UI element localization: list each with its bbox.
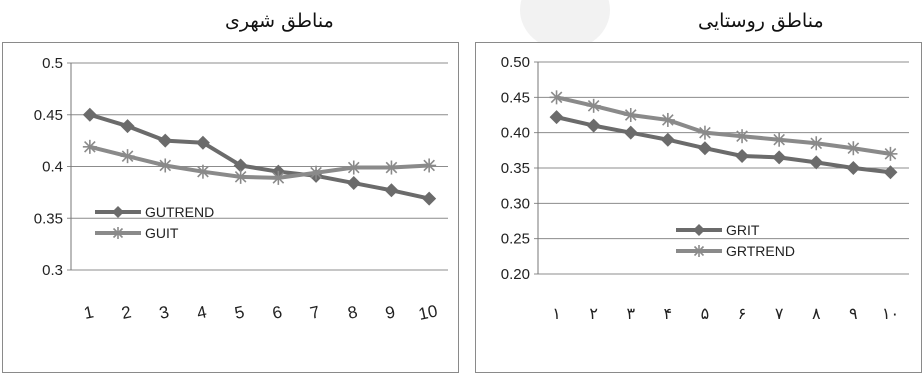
data-point [846, 141, 861, 156]
data-point [697, 125, 712, 140]
x-tick-label: 9 [384, 302, 397, 323]
data-point [195, 164, 210, 179]
data-point [735, 129, 750, 144]
data-point [309, 165, 324, 180]
data-point [346, 176, 361, 191]
x-tick-label: ۵ [701, 306, 710, 323]
data-point [233, 169, 248, 184]
data-point [735, 148, 750, 163]
x-tick-label: ١٠ [882, 306, 899, 323]
data-point [586, 118, 601, 133]
x-tick-label: 10 [417, 301, 439, 324]
x-tick-label: ٧ [775, 306, 784, 323]
data-point [772, 132, 787, 147]
series-line-gutrend [89, 112, 430, 201]
data-point [422, 191, 437, 206]
data-point [384, 183, 399, 198]
data-point [549, 90, 564, 105]
y-tick-label: 0.4 [42, 159, 63, 176]
y-tick-label: 0.25 [501, 231, 530, 248]
right-line-chart: 0.20 0.25 0.30 0.35 0.40 0.45 0.50 ١ ٢ ٣ ۴ ۵ ۶ ٧ ٨ ٩ ١٠ G… [501, 54, 909, 323]
data-point [846, 161, 861, 175]
data-point [120, 149, 135, 164]
series-line-grit [556, 115, 891, 175]
x-tick-label: ٣ [626, 306, 635, 323]
legend-label: GUIT [145, 225, 179, 241]
y-tick-label: 0.3 [42, 262, 63, 279]
left-line-chart: 0.3 0.35 0.4 0.45 0.5 1 2 3 4 5 6 7 8 9 10 GUTREND GUIT [34, 55, 448, 324]
y-tick-label: 0.20 [501, 266, 530, 283]
data-point [623, 108, 638, 122]
legend-label: GRIT [726, 222, 760, 238]
data-point [883, 165, 898, 180]
data-point [195, 135, 210, 150]
x-tick-label: ٢ [589, 306, 598, 323]
data-point [82, 139, 97, 154]
data-point [623, 125, 638, 140]
legend-label: GUTREND [145, 204, 214, 220]
legend-marker [693, 224, 705, 236]
x-tick-label: 7 [308, 302, 321, 323]
y-tick-label: 0.45 [34, 107, 63, 124]
x-tick-label: 8 [346, 302, 359, 323]
data-point [809, 136, 824, 151]
y-tick-label: 0.35 [501, 160, 530, 177]
data-point [158, 133, 173, 148]
data-point [660, 112, 675, 127]
x-tick-label: 1 [82, 302, 95, 323]
left-panel-title: مناطق شهری [225, 10, 334, 32]
y-tick-label: 0.5 [42, 55, 63, 72]
x-tick-label: ٨ [812, 306, 821, 323]
y-tick-label: 0.40 [501, 125, 530, 142]
x-tick-label: ۶ [738, 306, 747, 323]
data-point [271, 170, 286, 185]
x-tick-label: 2 [120, 302, 133, 323]
legend-marker [693, 245, 705, 257]
data-point [586, 98, 601, 113]
data-point [809, 155, 824, 170]
x-tick-label: 3 [158, 302, 171, 323]
right-panel-title: مناطق روستایی [698, 10, 824, 32]
data-point [697, 141, 712, 156]
x-tick-label: 4 [195, 302, 208, 323]
data-point [158, 158, 173, 173]
x-tick-label: ٩ [849, 306, 858, 323]
y-tick-label: 0.30 [501, 195, 530, 212]
data-point [883, 146, 898, 161]
right-chart-panel: 0.20 0.25 0.30 0.35 0.40 0.45 0.50 ١ ٢ ٣ ۴ ۵ ۶ ٧ ٨ ٩ ١٠ G… [475, 42, 922, 373]
data-point [549, 110, 564, 125]
x-tick-label: 6 [271, 302, 284, 323]
data-point [120, 119, 135, 134]
y-tick-label: 0.45 [501, 89, 530, 106]
data-point [384, 160, 399, 175]
series-line-guit [89, 144, 430, 180]
left-chart-panel: 0.3 0.35 0.4 0.45 0.5 1 2 3 4 5 6 7 8 9 10 GUTREND GUIT [2, 42, 459, 373]
x-tick-label: ۴ [664, 306, 673, 323]
legend-marker [112, 206, 124, 218]
data-point [82, 107, 97, 122]
x-tick-label: 5 [233, 302, 246, 323]
data-point [772, 150, 787, 165]
legend-label: GRTREND [726, 243, 795, 259]
data-point [346, 160, 361, 175]
data-point [422, 158, 437, 173]
y-tick-label: 0.50 [501, 54, 530, 71]
x-tick-label: ١ [552, 306, 561, 323]
y-tick-label: 0.35 [34, 210, 63, 227]
data-point [233, 158, 248, 173]
data-point [660, 132, 675, 147]
series-line-grtrend [556, 95, 891, 156]
legend-marker [112, 227, 124, 239]
